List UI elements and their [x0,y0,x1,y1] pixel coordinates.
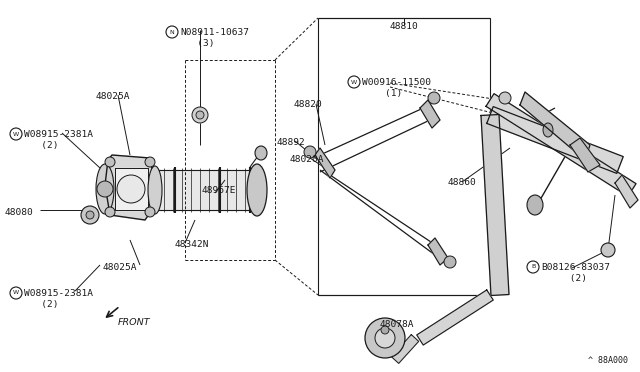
Polygon shape [391,335,419,363]
Polygon shape [115,168,148,210]
Text: 48860: 48860 [448,178,477,187]
Ellipse shape [96,164,114,214]
Circle shape [105,207,115,217]
Ellipse shape [148,166,162,214]
Circle shape [428,92,440,104]
Text: N08911-10637
   (3): N08911-10637 (3) [180,28,249,48]
Text: 48892: 48892 [277,138,306,147]
Circle shape [145,207,155,217]
Polygon shape [315,148,335,178]
Text: 48967E: 48967E [202,186,237,195]
Ellipse shape [543,123,553,137]
Ellipse shape [247,164,267,216]
Circle shape [381,326,389,334]
Ellipse shape [255,146,267,160]
Polygon shape [486,94,636,196]
Circle shape [196,111,204,119]
Polygon shape [570,138,600,172]
Text: 48342N: 48342N [175,240,209,249]
Polygon shape [520,92,590,160]
Circle shape [117,175,145,203]
Circle shape [375,328,395,348]
Text: W: W [13,291,19,295]
Circle shape [192,107,208,123]
Text: B: B [531,264,535,269]
Polygon shape [487,107,623,173]
Text: W08915-2381A
   (2): W08915-2381A (2) [24,289,93,309]
Circle shape [444,256,456,268]
Circle shape [365,318,405,358]
Circle shape [499,92,511,104]
Circle shape [304,146,316,158]
Text: 48810: 48810 [390,22,419,31]
Text: W: W [13,131,19,137]
Circle shape [97,181,113,197]
Ellipse shape [527,195,543,215]
Text: N: N [170,29,174,35]
Polygon shape [428,238,448,265]
Polygon shape [615,175,638,208]
Text: 48080: 48080 [5,208,34,217]
Text: B08126-83037
     (2): B08126-83037 (2) [541,263,610,283]
Polygon shape [417,290,493,345]
Text: W08915-2381A
   (2): W08915-2381A (2) [24,130,93,150]
Circle shape [81,206,99,224]
Polygon shape [481,115,509,295]
Text: 48078A: 48078A [380,320,415,329]
Text: 48820: 48820 [294,100,323,109]
Text: ^ 88A000: ^ 88A000 [588,356,628,365]
Text: W: W [351,80,357,84]
Polygon shape [420,100,440,128]
Text: 48025A: 48025A [96,92,131,101]
Text: 48025A: 48025A [103,263,138,272]
Circle shape [105,157,115,167]
Circle shape [145,157,155,167]
Circle shape [86,211,94,219]
Text: 48020A: 48020A [290,155,324,164]
Polygon shape [155,170,255,210]
Text: W00916-11500
    (1): W00916-11500 (1) [362,78,431,98]
Circle shape [601,243,615,257]
Polygon shape [105,155,155,220]
Text: FRONT: FRONT [118,318,150,327]
